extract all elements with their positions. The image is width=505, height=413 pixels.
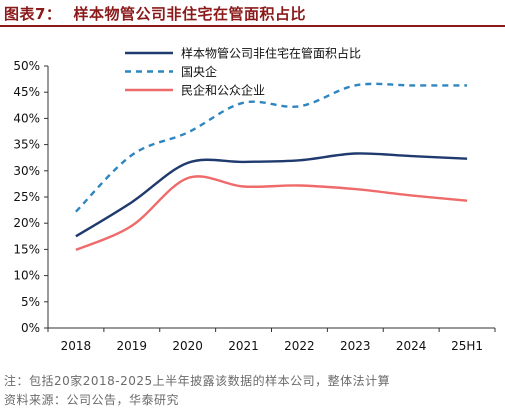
legend-label-private: 民企和公众企业 <box>181 83 265 98</box>
figure-header: 图表7： 样本物管公司非住宅在管面积占比 <box>0 0 505 27</box>
footnote: 注：包括20家2018-2025上半年披露该数据的样本公司，整体法计算 <box>4 374 391 388</box>
series-line-private <box>75 175 468 252</box>
x-tick-label: 2022 <box>284 339 315 353</box>
series-line-soe <box>75 82 468 213</box>
y-tick-label: 10% <box>13 269 40 283</box>
figure-title: 图表7： 样本物管公司非住宅在管面积占比 <box>4 3 306 24</box>
y-tick-label: 0% <box>21 321 40 335</box>
y-tick-label: 30% <box>13 164 40 178</box>
y-tick-label: 5% <box>21 295 40 309</box>
x-tick-label: 2018 <box>61 339 92 353</box>
figure-label: 图表7： <box>4 5 62 23</box>
source-note: 资料来源：公司公告，华泰研究 <box>4 393 180 407</box>
x-tick-label: 2024 <box>396 339 427 353</box>
y-tick-label: 20% <box>13 216 40 230</box>
y-tick-label: 25% <box>13 190 40 204</box>
title-divider <box>0 25 505 27</box>
x-tick-label: 2023 <box>340 339 371 353</box>
line-chart: 0% 5% 10% 15% 20% 25% 30% 35% 40% 45% 50% 2018 2019 2… <box>13 46 496 353</box>
x-tick-label: 2021 <box>228 339 259 353</box>
legend-label-sample-ratio: 样本物管公司非住宅在管面积占比 <box>181 46 361 61</box>
series-line-sample-ratio <box>75 152 468 238</box>
y-tick-label: 15% <box>13 242 40 256</box>
legend-label-soe: 国央企 <box>181 64 217 79</box>
y-tick-label: 50% <box>13 59 40 73</box>
x-tick-label: 2019 <box>117 339 148 353</box>
y-tick-label: 45% <box>13 85 40 99</box>
figure-title-text: 样本物管公司非住宅在管面积占比 <box>73 5 306 23</box>
y-tick-label: 40% <box>13 111 40 125</box>
y-tick-label: 35% <box>13 138 40 152</box>
x-tick-label: 2020 <box>172 339 203 353</box>
x-tick-label: 25H1 <box>451 339 483 353</box>
